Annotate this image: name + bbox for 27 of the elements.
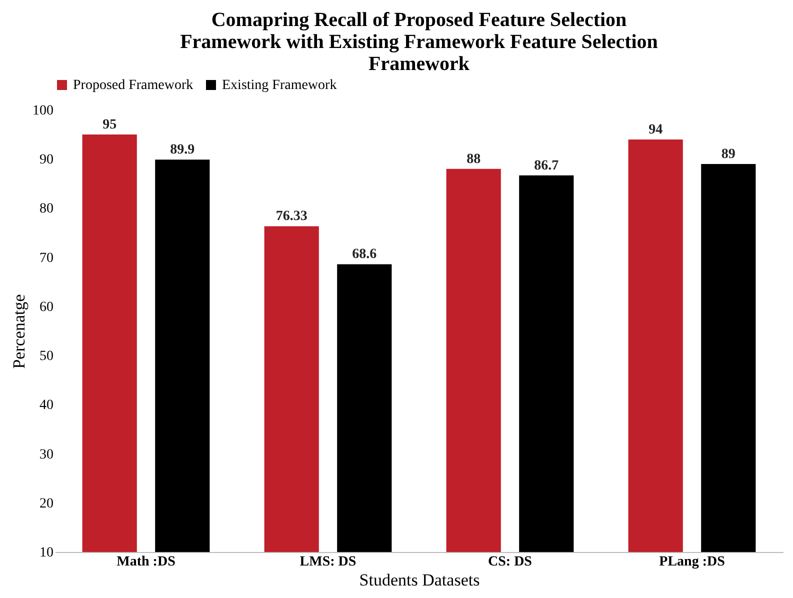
y-axis-title: Percenatge — [10, 294, 28, 369]
x-tick-label: Math :DS — [116, 554, 176, 570]
y-tick-label: 80 — [40, 202, 54, 217]
data-label: 89.9 — [170, 142, 195, 158]
data-label: 95 — [102, 118, 117, 133]
y-tick-label: 60 — [40, 300, 54, 315]
data-label: 68.6 — [352, 247, 377, 262]
y-tick-label: 40 — [40, 398, 54, 414]
y-tick-label: 30 — [40, 447, 54, 462]
legend-label: Proposed Framework — [73, 78, 194, 93]
data-label: 94 — [648, 122, 663, 138]
y-tick-label: 50 — [40, 349, 54, 364]
y-tick-label: 10 — [40, 546, 54, 560]
legend-label: Existing Framework — [222, 78, 337, 93]
data-label: 89 — [721, 147, 736, 162]
x-tick-label: LMS: DS — [300, 554, 356, 570]
x-tick-label: CS: DS — [488, 554, 532, 570]
x-tick-label: PLang :DS — [659, 554, 726, 570]
y-tick-label: 70 — [40, 250, 54, 266]
y-tick-label: 20 — [40, 496, 54, 512]
data-label: 88 — [466, 152, 481, 167]
y-tick-label: 90 — [40, 152, 54, 168]
data-label: 76.33 — [276, 209, 308, 224]
y-tick-label: 100 — [32, 104, 54, 118]
data-label: 86.7 — [534, 158, 559, 174]
chart-title: Comapring Recall of Proposed Feature Selection Framework with Existing Framework Feature Selection Framework — [180, 9, 658, 75]
x-axis-title: Students Datasets — [359, 570, 480, 590]
